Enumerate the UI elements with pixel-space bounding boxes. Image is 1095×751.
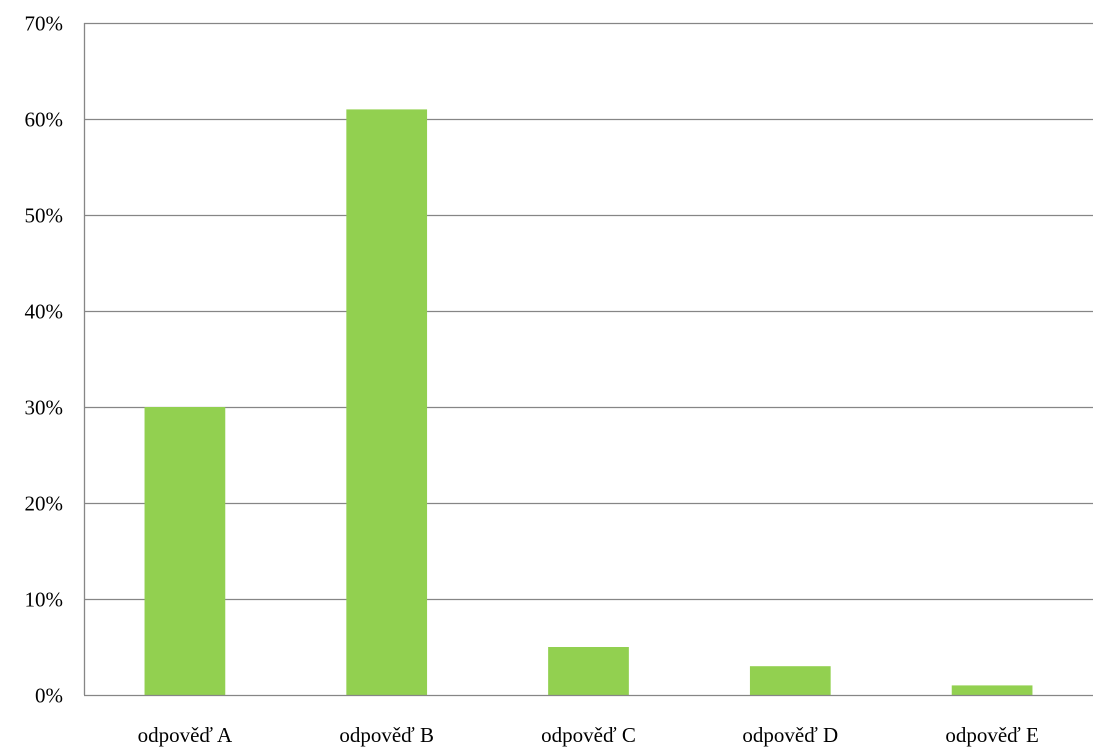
x-tick-label: odpověď D [742, 723, 838, 747]
y-tick-label: 70% [25, 12, 64, 36]
bar [548, 647, 629, 695]
y-tick-label: 30% [25, 396, 64, 420]
y-tick-label: 50% [25, 204, 64, 228]
bar [144, 407, 226, 695]
y-tick-label: 0% [35, 684, 63, 708]
y-tick-label: 60% [25, 108, 64, 132]
x-tick-label: odpověď E [945, 723, 1038, 747]
x-tick-label: odpověď A [138, 723, 233, 747]
y-tick-label: 40% [25, 300, 64, 324]
y-tick-label: 20% [25, 492, 64, 516]
bars [144, 109, 1033, 695]
bar [951, 685, 1033, 695]
gridlines [84, 22, 1093, 601]
x-tick-labels: odpověď A odpověď B odpověď C odpověď D odpo… [138, 723, 1039, 747]
x-tick-label: odpověď C [541, 723, 636, 747]
y-tick-label: 10% [25, 588, 64, 612]
axes [83, 23, 1093, 697]
bar [346, 109, 428, 695]
x-tick-label: odpověď B [339, 723, 434, 747]
y-tick-labels: 0% 10% 20% 30% 40% 50% 60% 70% [25, 12, 64, 708]
bar [749, 666, 831, 695]
